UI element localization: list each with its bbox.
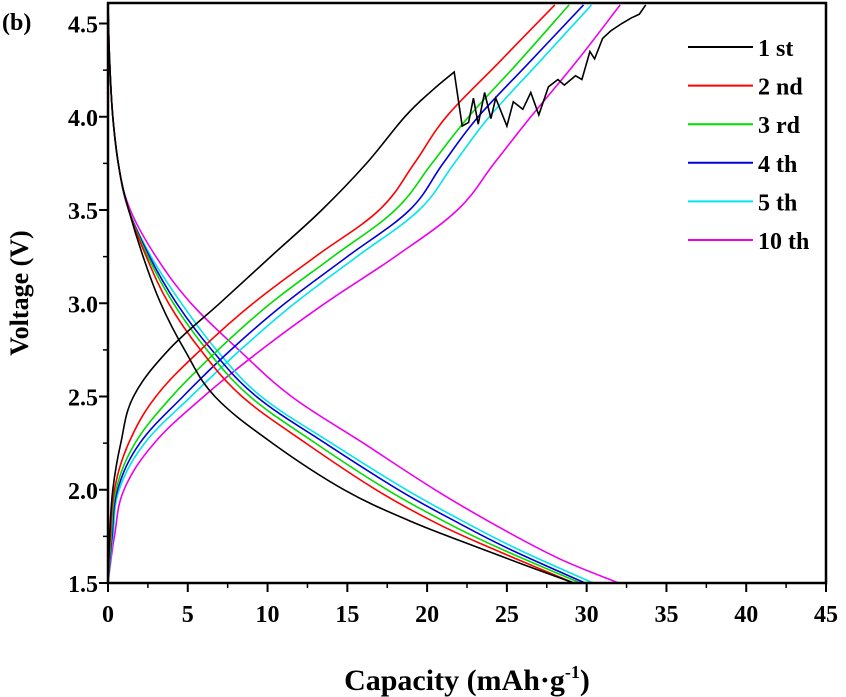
x-tick-label: 15 — [335, 602, 359, 628]
series-6-charge-curve — [107, 4, 621, 584]
x-tick-label: 40 — [734, 602, 758, 628]
legend-label: 2 nd — [758, 75, 803, 101]
panel-label: (b) — [2, 10, 31, 36]
x-tick-label: 10 — [256, 602, 280, 628]
series-2-charge-curve — [107, 4, 556, 584]
axes: 0 5 10 15 20 25 30 35 40 45 1.5 2.0 2.5 3.0 3.5 4.0 4.5 — [68, 13, 838, 628]
legend-item: 10 th — [688, 229, 809, 255]
legend-label: 1 st — [758, 36, 793, 62]
y-tick-label: 4.5 — [68, 13, 98, 39]
series-4-charge-curve — [107, 4, 585, 584]
series-4-discharge-curve — [107, 4, 586, 584]
series-5-discharge-curve — [107, 4, 594, 584]
y-tick-label: 2.5 — [68, 386, 98, 412]
legend-item: 4 th — [688, 152, 797, 178]
y-tick-label: 3.0 — [68, 292, 98, 318]
legend-label: 3 rd — [758, 113, 801, 139]
y-tick-label: 2.0 — [68, 479, 98, 505]
series-1-charge-curve — [107, 4, 647, 584]
x-tick-label: 5 — [182, 602, 194, 628]
series-6-discharge-curve — [107, 4, 619, 584]
series-5-charge-curve — [107, 4, 593, 584]
x-axis-title: Capacity (mAh·g-1) — [344, 662, 590, 697]
y-tick-label: 4.0 — [68, 106, 98, 132]
plot-frame — [106, 1, 828, 585]
legend-item: 2 nd — [688, 75, 803, 101]
series-3-charge-curve — [107, 4, 570, 584]
x-tick-label: 45 — [814, 602, 838, 628]
curves — [107, 4, 647, 584]
legend-label: 5 th — [758, 190, 797, 216]
legend: 1 st 2 nd 3 rd 4 th 5 th 10 th — [688, 36, 809, 255]
legend-item: 3 rd — [688, 113, 801, 139]
series-3-discharge-curve — [107, 4, 581, 584]
y-tick-label: 3.5 — [68, 199, 98, 225]
x-tick-label: 0 — [102, 602, 114, 628]
legend-item: 5 th — [688, 190, 797, 216]
legend-label: 10 th — [758, 229, 809, 255]
x-axis-title-superscript: -1 — [565, 662, 580, 682]
x-tick-label: 35 — [654, 602, 678, 628]
legend-label: 4 th — [758, 152, 797, 178]
series-1-discharge-curve — [107, 4, 575, 584]
y-tick-label: 1.5 — [68, 572, 98, 598]
x-tick-label: 30 — [575, 602, 599, 628]
series-2-discharge-curve — [107, 4, 575, 584]
x-tick-label: 20 — [415, 602, 439, 628]
y-axis-title: Voltage (V) — [5, 230, 34, 355]
legend-item: 1 st — [688, 36, 793, 62]
x-tick-label: 25 — [495, 602, 519, 628]
